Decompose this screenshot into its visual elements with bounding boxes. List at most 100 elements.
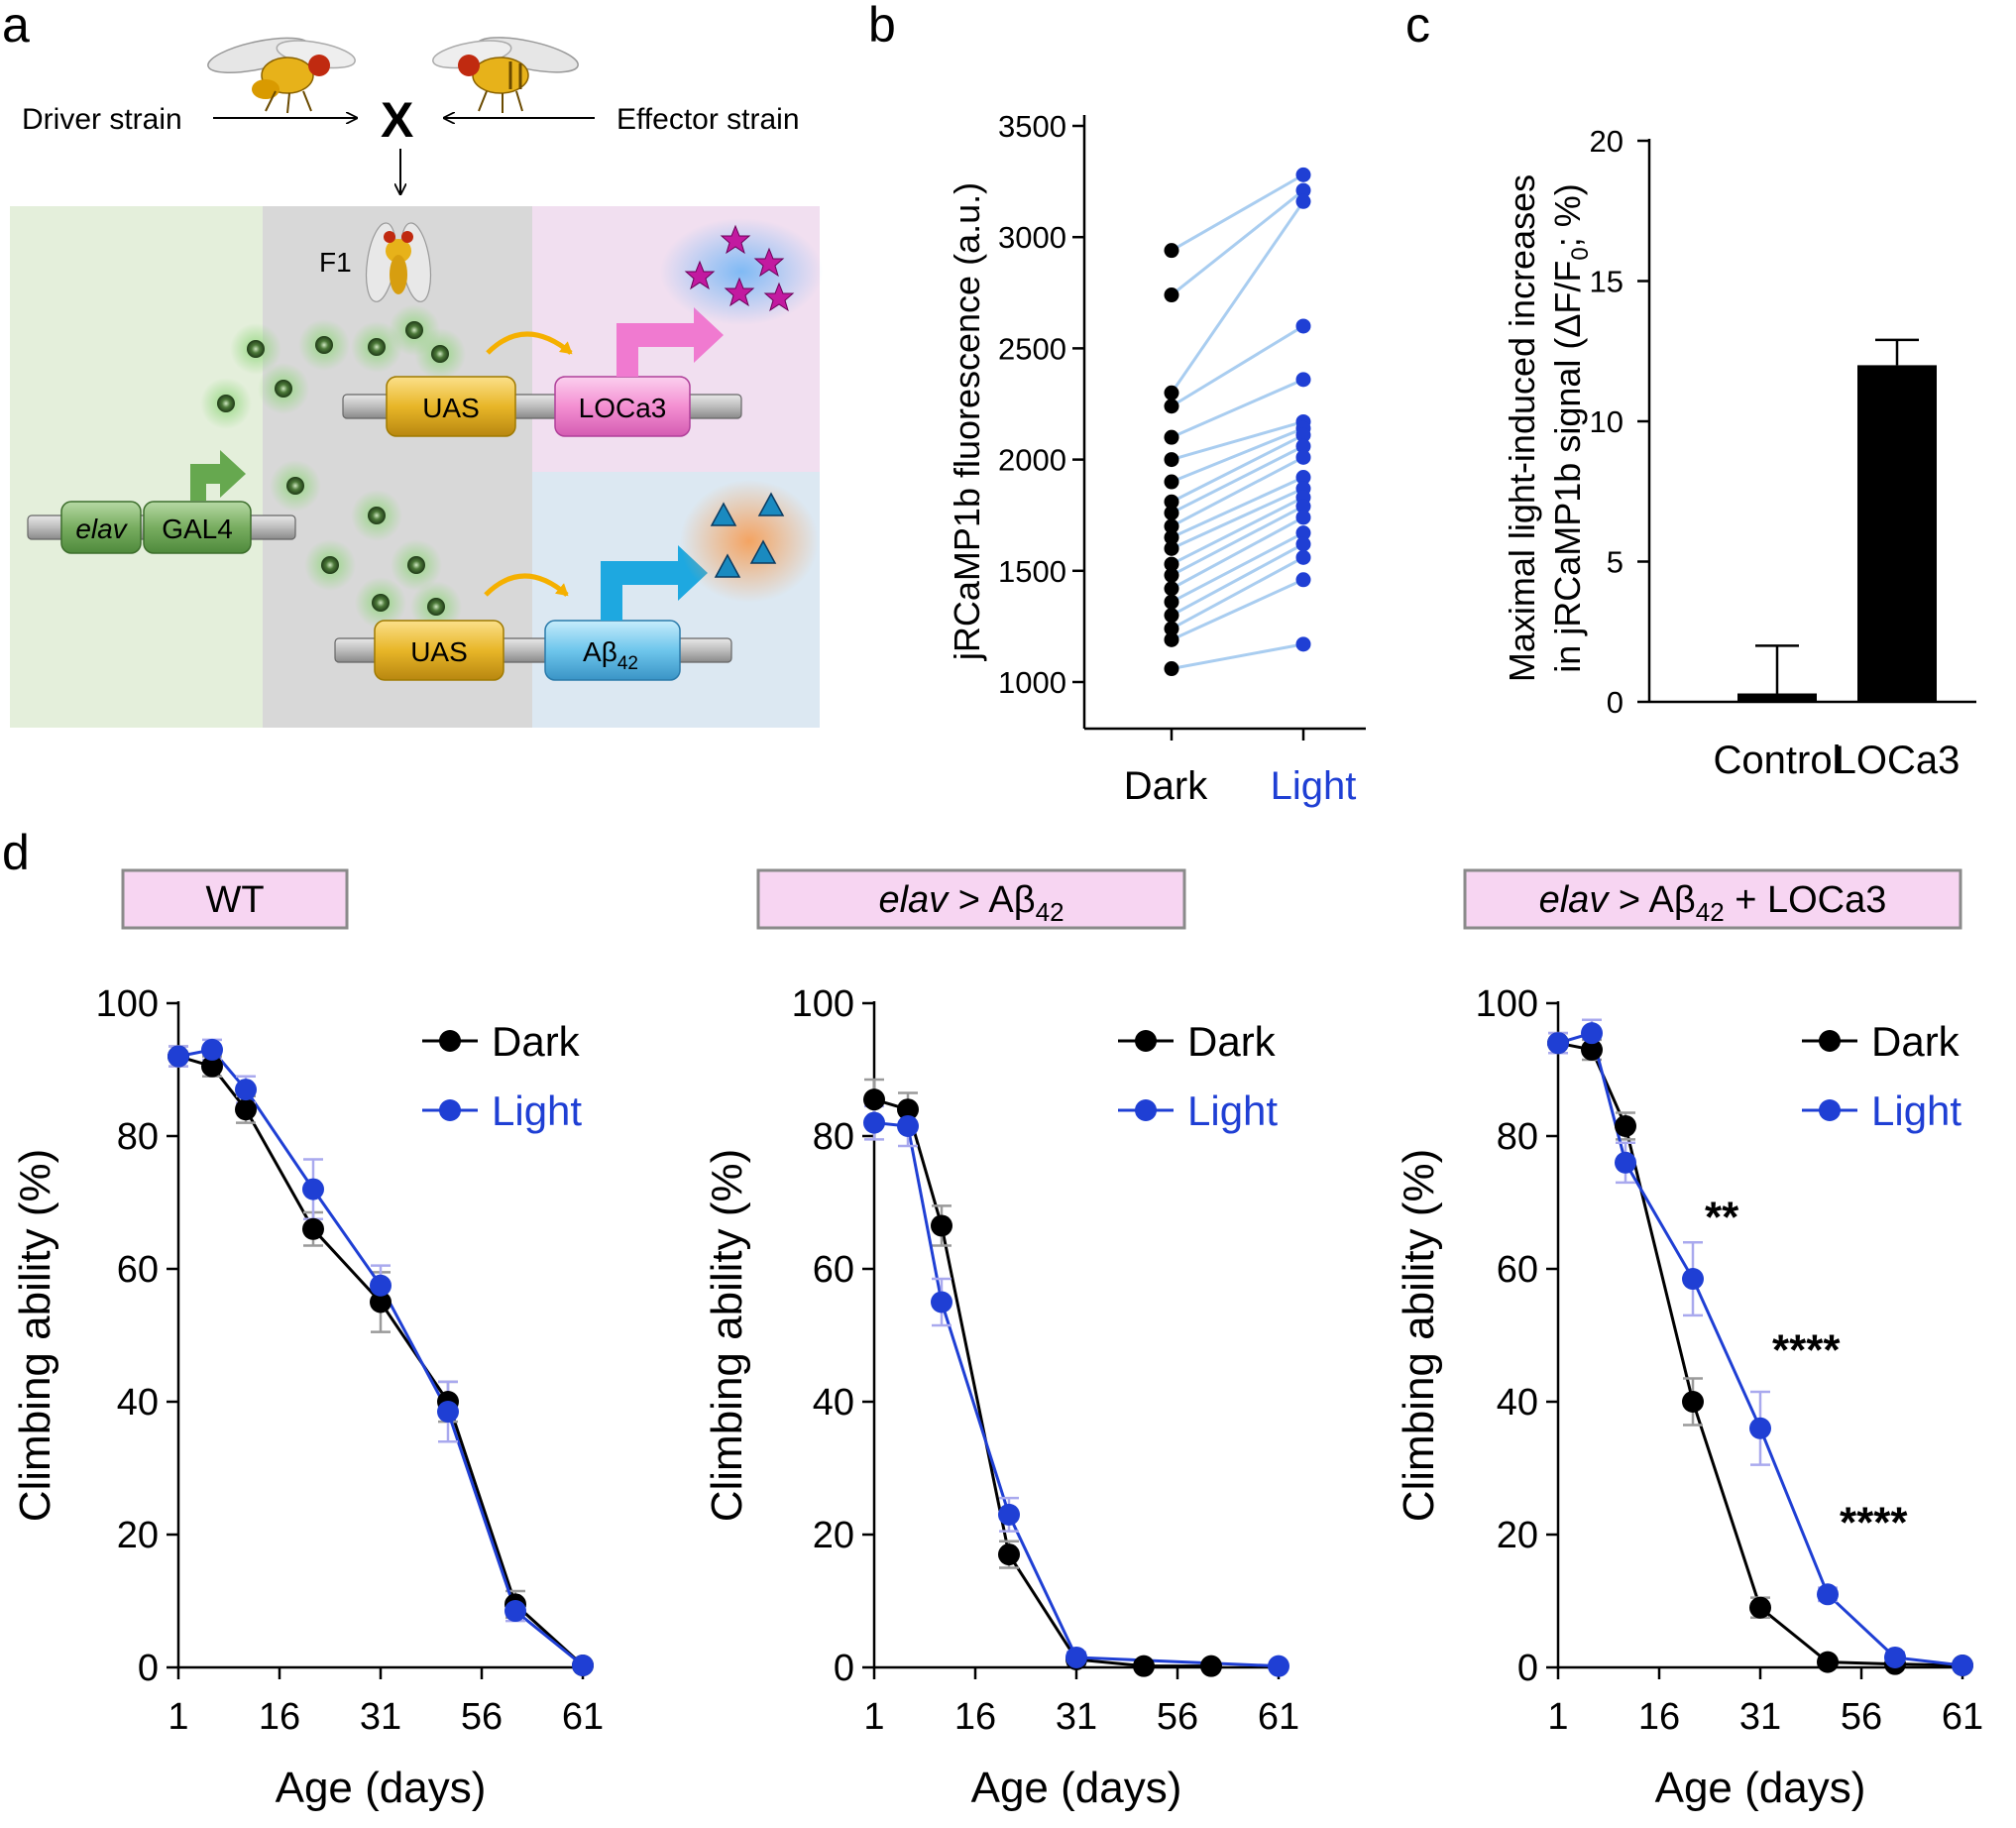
panel-b-pair-line — [1171, 515, 1304, 591]
panel-b-pair-line — [1171, 542, 1304, 617]
panel-c-y-tick-label: 0 — [1607, 685, 1624, 720]
panel-b-dark-point — [1164, 661, 1179, 677]
panel-d-point-light — [863, 1111, 885, 1134]
panel-b-pair-line — [1170, 200, 1305, 395]
panel-d-xlabel: Age (days) — [971, 1764, 1182, 1812]
panel-d-y-tick-label: 0 — [1517, 1648, 1538, 1689]
f1-fly-icon — [365, 222, 432, 302]
panel-b-light-point — [1295, 636, 1311, 652]
panel-d-point-light — [1581, 1022, 1603, 1045]
panel-b-pair-line — [1171, 173, 1304, 252]
panel-d-point-dark — [998, 1543, 1020, 1566]
panel-d-y-tick-label: 0 — [834, 1648, 854, 1689]
uas-activation-arrow-2 — [484, 573, 569, 597]
panel-c-y-tick-label: 10 — [1590, 404, 1624, 439]
panel-d-series-line-dark — [1557, 1041, 1963, 1667]
panel-d-legend-label-dark: Dark — [1871, 1018, 1960, 1065]
panel-d-point-light — [897, 1114, 919, 1137]
panel-d-y-tick-label: 20 — [1497, 1515, 1538, 1556]
d3-title-post: + LOCa3 — [1725, 879, 1887, 921]
panel-b-ylabel: jRCaMP1b fluorescence (a.u.) — [947, 182, 987, 661]
panel-b-dark-point — [1164, 540, 1179, 556]
panel-d-point-light — [998, 1503, 1020, 1526]
elav-label: elav — [75, 514, 128, 544]
panel-b-pair-line — [1171, 456, 1304, 528]
panel-d-x-tick-label: 16 — [954, 1696, 996, 1738]
panel-d-xlabel: Age (days) — [1655, 1764, 1866, 1812]
panel-d-point-light — [931, 1291, 952, 1314]
d3-title-mid: > Aβ — [1608, 879, 1695, 921]
panel-c-y-tick-label: 20 — [1590, 124, 1624, 159]
panel-d-point-light — [437, 1401, 459, 1424]
panel-d-legend-label-dark: Dark — [492, 1018, 581, 1065]
panel-b-axes: 1000 1500 2000 2500 3000 3500 — [998, 109, 1366, 741]
fly-effector-icon — [432, 37, 579, 113]
panel-d-legend-marker-dark — [1135, 1030, 1157, 1052]
panel-d-point-light — [370, 1274, 392, 1297]
panel-d-charts: d WT elav > Aβ42 elav > Aβ42 + LOCa3 Cli… — [2, 825, 1983, 1812]
panel-d-point-dark — [1682, 1391, 1704, 1413]
panel-b-y-tick-label: 2000 — [998, 443, 1066, 478]
panel-b-pair-line — [1171, 433, 1304, 504]
panel-b-pair-line — [1171, 642, 1304, 671]
panel-d-point-light — [1547, 1032, 1569, 1055]
panel-c-ylabel-sub: 0 — [1567, 247, 1594, 260]
panel-d-x-tick-label: 56 — [1157, 1696, 1198, 1738]
uas-label-1: UAS — [422, 393, 480, 423]
panel-d-plot-3: Climbing ability (%) 0 20 40 60 80 100 1 16 31 56 6… — [1395, 983, 1983, 1812]
effector-strain-label: Effector strain — [616, 103, 800, 136]
panel-b-dark-point — [1164, 494, 1179, 510]
panel-b-dark-point — [1164, 631, 1179, 647]
panel-d-x-tick-label: 56 — [1841, 1696, 1882, 1738]
panel-d-y-tick-label: 60 — [813, 1249, 854, 1291]
panel-d-point-dark — [1581, 1038, 1603, 1061]
panel-b-light-point — [1295, 572, 1311, 588]
panel-b-dark-point — [1164, 556, 1179, 572]
panel-b-light-point — [1295, 182, 1311, 198]
panel-b-y-tick-label: 1000 — [998, 665, 1066, 700]
d3-title: elav > Aβ42 + LOCa3 — [1539, 879, 1887, 927]
panel-d-y-tick-label: 0 — [138, 1648, 159, 1689]
panel-b-light-point — [1295, 510, 1311, 525]
panel-d-x-tick-label: 61 — [1258, 1696, 1299, 1738]
panel-letter-b: b — [868, 0, 896, 53]
panel-d-y-tick-label: 80 — [813, 1116, 854, 1158]
panel-b-light-point — [1295, 449, 1311, 465]
panel-d-point-light — [504, 1600, 526, 1623]
panel-d-x-tick-label: 31 — [360, 1696, 401, 1738]
panel-b-dark-point — [1164, 452, 1179, 468]
panel-d-legend-marker-light — [1819, 1099, 1841, 1121]
panel-d-y-tick-label: 100 — [1476, 983, 1538, 1025]
panel-b-pair-line — [1171, 496, 1304, 566]
panel-d-x-tick-label: 31 — [1739, 1696, 1781, 1738]
panel-d-y-tick-label: 60 — [1497, 1249, 1538, 1291]
panel-d-point-dark — [235, 1098, 257, 1121]
panel-d-legend-label-light: Light — [1871, 1087, 1961, 1134]
panel-d-y-tick-label: 60 — [117, 1249, 159, 1291]
panel-d-legend-marker-dark — [439, 1030, 461, 1052]
panel-d-significance: **** — [1772, 1325, 1841, 1374]
panel-d-plot-2: Climbing ability (%) 0 20 40 60 80 100 1 16 31 56 6… — [703, 983, 1299, 1812]
panel-letter-d: d — [2, 825, 30, 880]
panel-b-pair-lines — [1170, 173, 1305, 671]
panel-b-dark-point — [1164, 621, 1179, 636]
panel-d-ylabel: Climbing ability (%) — [703, 1149, 751, 1523]
panel-d-legend-label-light: Light — [1187, 1087, 1278, 1134]
panel-b-dark-point — [1164, 567, 1179, 583]
panel-b-light-point — [1295, 372, 1311, 388]
panel-d-x-tick-label: 1 — [863, 1696, 884, 1738]
panel-d-point-light — [235, 1079, 257, 1101]
panel-d-legend-marker-light — [439, 1099, 461, 1121]
panel-d-x-tick-label: 1 — [168, 1696, 188, 1738]
panel-b-pair-line — [1171, 420, 1304, 462]
abeta-gene-sub: 42 — [617, 653, 638, 674]
panel-d-plot-1: Climbing ability (%) 0 20 40 60 80 100 1 16 31 56 6… — [11, 983, 604, 1812]
panel-d-x-tick-label: 1 — [1547, 1696, 1568, 1738]
panel-d-point-dark — [1133, 1655, 1155, 1677]
panel-d-ylabel: Climbing ability (%) — [1395, 1149, 1443, 1523]
cross-symbol: X — [381, 92, 413, 148]
abeta-gene-label: Aβ42 — [583, 636, 638, 674]
panel-d-y-tick-label: 20 — [813, 1515, 854, 1556]
